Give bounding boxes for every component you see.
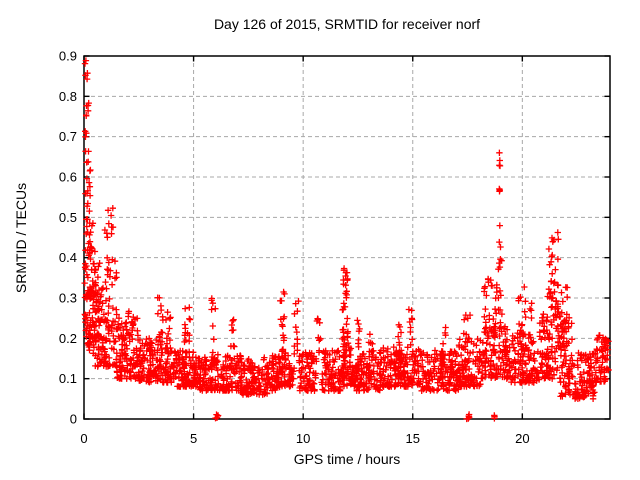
x-axis-label: GPS time / hours	[293, 451, 401, 467]
svg-text:0.5: 0.5	[59, 210, 77, 225]
svg-text:15: 15	[406, 431, 420, 446]
svg-text:0.9: 0.9	[59, 49, 77, 64]
plot-border-and-ticks	[83, 55, 611, 420]
svg-text:20: 20	[515, 431, 529, 446]
chart-title: Day 126 of 2015, SRMTID for receiver nor…	[213, 16, 481, 32]
data-points	[81, 57, 612, 423]
svg-text:0.3: 0.3	[59, 291, 77, 306]
svg-text:0.7: 0.7	[59, 129, 77, 144]
svg-text:0: 0	[80, 431, 87, 446]
svg-text:0.8: 0.8	[59, 89, 77, 104]
svg-text:10: 10	[296, 431, 310, 446]
svg-text:0: 0	[70, 412, 77, 427]
svg-text:0.6: 0.6	[59, 170, 77, 185]
svg-text:0.4: 0.4	[59, 250, 77, 265]
tick-labels: 0 5 10 15 20 0 0.1 0.2 0.3 0.4 0.5 0.6 0.7 0.8 0.9	[59, 49, 530, 447]
svg-text:0.1: 0.1	[59, 371, 77, 386]
svg-text:5: 5	[190, 431, 197, 446]
svg-text:0.2: 0.2	[59, 331, 77, 346]
